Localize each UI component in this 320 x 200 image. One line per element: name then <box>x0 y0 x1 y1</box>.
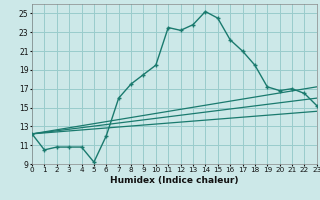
X-axis label: Humidex (Indice chaleur): Humidex (Indice chaleur) <box>110 176 239 185</box>
